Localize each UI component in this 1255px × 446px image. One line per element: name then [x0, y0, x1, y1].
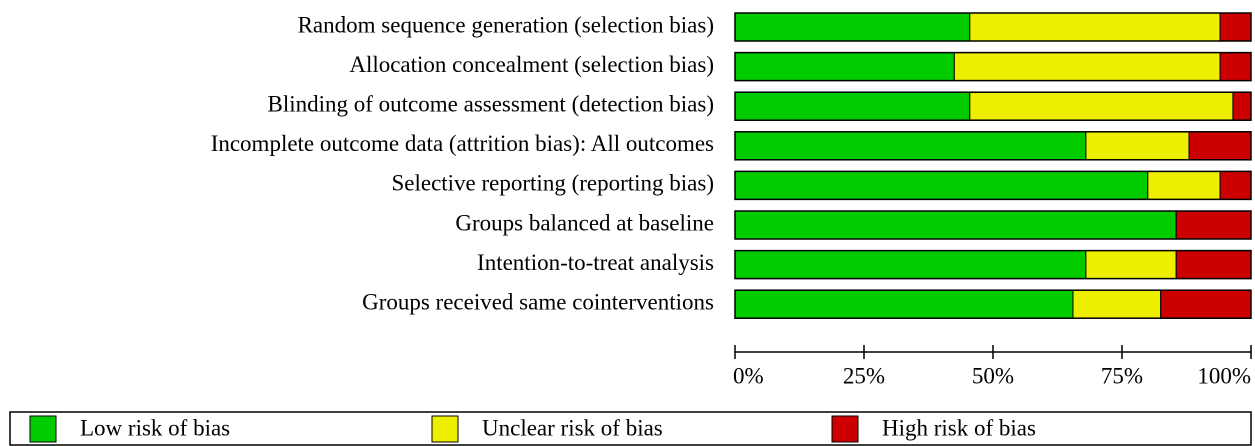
bar-outline	[734, 289, 1252, 319]
bar-segment	[734, 52, 955, 82]
category-label: Incomplete outcome data (attrition bias)…	[211, 131, 714, 156]
bar-segment	[1160, 289, 1252, 319]
bar-outline	[734, 131, 1252, 161]
x-tick-label: 100%	[1197, 363, 1251, 388]
legend-swatch	[831, 415, 859, 443]
legend-label: Unclear risk of bias	[482, 415, 663, 440]
bar-segment	[1175, 210, 1252, 240]
bar-segment	[969, 91, 1234, 121]
bar-outline	[734, 51, 1252, 82]
category-label: Random sequence generation (selection bi…	[298, 12, 714, 37]
bar-segment	[734, 91, 971, 121]
bar-outline	[734, 249, 1252, 280]
legend-label: High risk of bias	[882, 415, 1036, 440]
bar-segment	[1219, 170, 1252, 200]
bar-segment	[1175, 250, 1252, 280]
bar-segment	[734, 210, 1177, 240]
bar-segment	[1232, 91, 1252, 121]
bar-outline	[734, 91, 1252, 121]
x-tick-label: 0%	[733, 363, 764, 388]
bar-segment	[1072, 289, 1162, 319]
legend-swatch	[431, 415, 459, 443]
bar-segment	[734, 170, 1149, 200]
bar-segment	[1085, 131, 1190, 161]
category-label: Intention-to-treat analysis	[477, 250, 714, 275]
bar-outline	[734, 170, 1252, 201]
x-tick-label: 50%	[972, 363, 1014, 388]
category-label: Blinding of outcome assessment (detectio…	[268, 91, 715, 116]
bar-segment	[734, 12, 971, 42]
legend-box	[9, 411, 1252, 446]
bar-outline	[734, 210, 1252, 240]
bar-segment	[1188, 131, 1252, 161]
bar-segment	[1219, 12, 1252, 42]
bar-segment	[734, 250, 1087, 280]
x-tick-label: 75%	[1101, 363, 1143, 388]
bar-outline	[734, 12, 1252, 42]
x-tick-label: 25%	[843, 363, 885, 388]
bar-segment	[969, 12, 1221, 42]
bar-segment	[1085, 250, 1177, 280]
category-label: Groups received same cointerventions	[362, 289, 714, 314]
category-label: Groups balanced at baseline	[455, 210, 714, 235]
bar-segment	[734, 131, 1087, 161]
category-label: Allocation concealment (selection bias)	[349, 52, 714, 77]
bar-segment	[734, 289, 1074, 319]
legend-label: Low risk of bias	[80, 415, 230, 440]
bar-segment	[1147, 170, 1221, 200]
category-label: Selective reporting (reporting bias)	[391, 171, 714, 196]
bar-segment	[1219, 52, 1252, 82]
legend-swatch	[29, 415, 57, 443]
bar-segment	[953, 52, 1221, 82]
